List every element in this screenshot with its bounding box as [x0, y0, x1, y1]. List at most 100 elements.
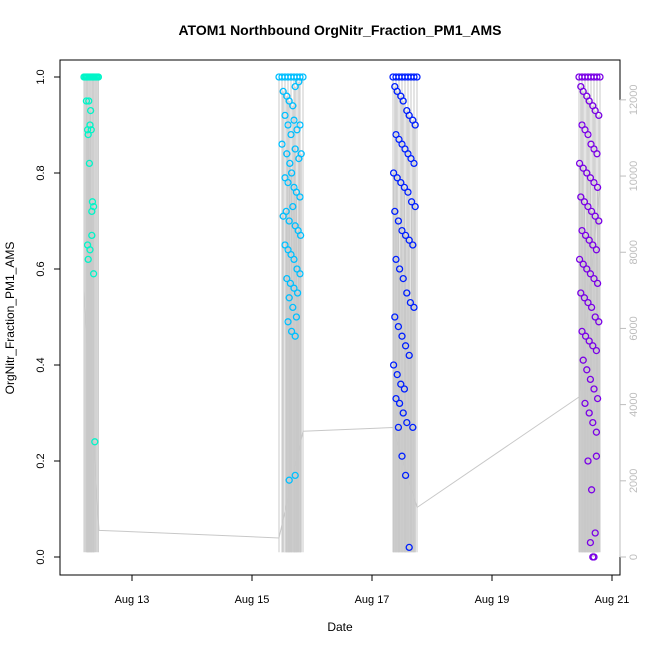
data-point [590, 385, 598, 393]
data-point [575, 159, 584, 168]
data-point [400, 183, 409, 192]
data-point [584, 202, 592, 211]
points-layer [80, 73, 604, 561]
y-tick-label: 0.2 [35, 453, 47, 468]
data-point [85, 159, 94, 168]
data-point [591, 313, 599, 321]
data-point [285, 217, 293, 225]
data-point [592, 246, 601, 254]
data-point [286, 279, 295, 288]
data-point [596, 73, 604, 81]
data-point [409, 241, 417, 249]
x-tick-label: Aug 13 [115, 594, 150, 606]
plot-frame [59, 59, 621, 576]
x-tick-label: Aug 21 [595, 594, 630, 606]
data-point [591, 106, 599, 115]
data-point [89, 270, 98, 278]
y-tick-label: 0.4 [35, 357, 47, 372]
data-point [87, 126, 95, 134]
data-point [410, 159, 418, 168]
data-point [290, 255, 298, 264]
data-point [296, 193, 304, 201]
data-point [401, 471, 410, 480]
data-point [397, 380, 405, 388]
data-point [404, 188, 412, 196]
data-point [395, 399, 404, 408]
data-point [401, 231, 410, 240]
data-point [587, 486, 596, 494]
data-point [593, 150, 601, 158]
axes-layer: Aug 13 Aug 15 Aug 17 Aug 19 Aug 21 0.0 0.2 0.4 0… [35, 69, 640, 606]
data-point [393, 87, 401, 96]
data-point [299, 73, 307, 81]
data-point [405, 543, 413, 552]
data-point [590, 178, 598, 187]
x-axis-label: Date [327, 620, 353, 634]
data-point [585, 409, 593, 417]
data-point [586, 174, 595, 182]
data-point [592, 428, 601, 436]
data-point [296, 270, 304, 278]
data-point [593, 279, 602, 288]
data-point [580, 294, 589, 302]
data-point [595, 111, 603, 120]
data-point [410, 303, 418, 312]
data-point [284, 121, 292, 129]
data-point [91, 438, 99, 446]
data-point [397, 178, 405, 187]
data-point [586, 538, 595, 547]
data-point [291, 332, 299, 340]
data-point [411, 202, 419, 211]
data-point [285, 476, 293, 484]
data-point [296, 121, 304, 129]
data-point [289, 102, 297, 110]
data-point [413, 73, 421, 81]
background-series-layer [83, 77, 601, 557]
data-point [407, 198, 416, 206]
data-point [579, 260, 587, 268]
data-point [84, 255, 92, 264]
data-point [587, 303, 596, 312]
data-point [393, 370, 401, 379]
data-point [293, 289, 302, 297]
data-point [88, 207, 96, 216]
data-point [83, 126, 92, 134]
data-point [281, 111, 289, 120]
data-point [587, 207, 596, 216]
data-point [389, 169, 398, 177]
y2-tick-label: 0 [628, 554, 640, 560]
data-point [581, 399, 589, 408]
data-point [575, 255, 584, 264]
y-axis-label: OrgNitr_Fraction_PM1_AMS [3, 242, 17, 395]
data-point [586, 375, 595, 384]
data-point [279, 87, 287, 96]
data-point [290, 116, 298, 124]
data-point [284, 178, 292, 187]
data-point [400, 385, 409, 393]
data-point [585, 97, 593, 105]
data-point [591, 212, 599, 220]
data-point [389, 361, 398, 369]
data-point [94, 73, 103, 81]
data-point [591, 529, 599, 537]
data-point [595, 217, 603, 225]
data-point [286, 159, 294, 168]
x-tick-label: Aug 15 [235, 594, 270, 606]
data-point [595, 318, 603, 326]
data-point [284, 318, 292, 326]
data-point [589, 241, 597, 249]
data-point [287, 169, 296, 177]
data-point [394, 423, 403, 432]
data-point [583, 366, 591, 374]
data-point [583, 169, 591, 177]
data-point [579, 356, 587, 364]
data-point [289, 303, 297, 312]
data-point [577, 193, 585, 201]
y-tick-label: 0.0 [35, 549, 47, 564]
data-point [86, 106, 95, 115]
data-point [391, 313, 399, 321]
background-line [83, 183, 601, 539]
data-point [291, 471, 299, 480]
data-point [88, 231, 96, 240]
data-point [592, 452, 601, 460]
